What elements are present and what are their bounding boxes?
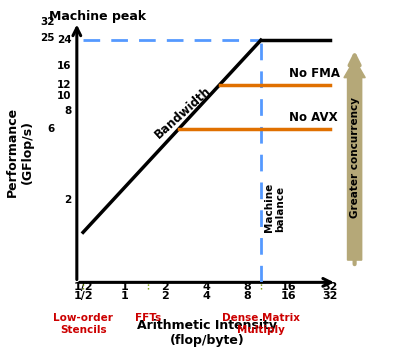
Text: 12: 12 [57, 80, 71, 90]
FancyArrow shape [344, 59, 365, 260]
Text: 4: 4 [203, 282, 210, 292]
Text: 2: 2 [162, 291, 169, 301]
Text: No AVX: No AVX [289, 111, 337, 124]
Text: 32: 32 [322, 291, 338, 301]
Text: 6: 6 [47, 124, 55, 134]
Text: Arithmetic Intensity
(flop/byte): Arithmetic Intensity (flop/byte) [137, 319, 277, 347]
Text: 24: 24 [57, 35, 71, 45]
Text: 1: 1 [120, 282, 128, 292]
Text: Dense Matrix
Multiply: Dense Matrix Multiply [222, 313, 300, 334]
Text: 16: 16 [57, 61, 71, 71]
Text: No FMA: No FMA [289, 67, 340, 80]
Text: 32: 32 [322, 282, 338, 292]
Text: 1/2: 1/2 [73, 291, 93, 301]
Text: 25: 25 [40, 33, 55, 43]
Text: Low-order
Stencils: Low-order Stencils [53, 313, 113, 334]
Text: 8: 8 [244, 291, 251, 301]
Text: 10: 10 [57, 91, 71, 101]
Text: Greater concurrency: Greater concurrency [349, 97, 360, 218]
Text: 16: 16 [281, 291, 297, 301]
Text: 4: 4 [203, 291, 210, 301]
Text: 2: 2 [162, 282, 169, 292]
Text: FFTs: FFTs [135, 313, 162, 323]
Text: Performance
(GFlop/s): Performance (GFlop/s) [6, 107, 33, 197]
Text: 8: 8 [244, 282, 251, 292]
Text: 1/2: 1/2 [73, 282, 93, 292]
Text: 8: 8 [64, 106, 71, 115]
Text: Machine peak: Machine peak [49, 10, 146, 23]
Text: Machine
balance: Machine balance [264, 183, 285, 232]
Text: 2: 2 [64, 194, 71, 205]
Text: 1: 1 [120, 291, 128, 301]
Text: 16: 16 [281, 282, 297, 292]
Text: 32: 32 [40, 17, 55, 27]
Text: Bandwidth: Bandwidth [152, 84, 214, 141]
